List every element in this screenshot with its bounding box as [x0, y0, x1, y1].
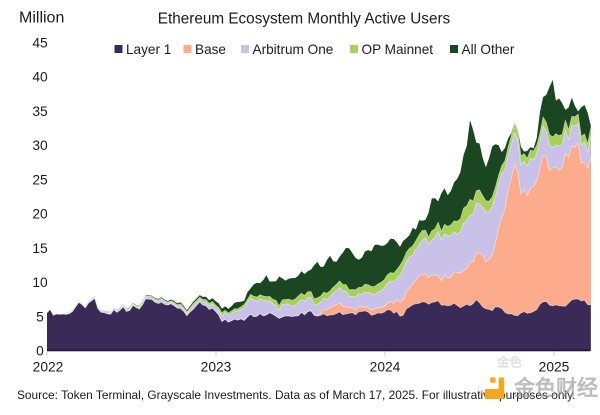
svg-text:30: 30: [32, 138, 48, 153]
svg-text:Source: Token Terminal, Graysc: Source: Token Terminal, Grayscale Invest…: [17, 388, 575, 402]
svg-text:35: 35: [32, 104, 48, 119]
svg-text:All Other: All Other: [462, 42, 515, 57]
svg-text:金色财经: 金色财经: [513, 376, 598, 400]
svg-text:2025: 2025: [539, 360, 570, 375]
svg-text:15: 15: [32, 241, 48, 256]
svg-text:45: 45: [32, 35, 48, 50]
svg-text:25: 25: [32, 172, 48, 187]
svg-text:Base: Base: [195, 42, 226, 57]
svg-text:2022: 2022: [33, 360, 64, 375]
svg-text:Arbitrum One: Arbitrum One: [253, 42, 334, 57]
svg-text:40: 40: [32, 70, 48, 85]
svg-text:Layer 1: Layer 1: [126, 42, 171, 57]
svg-text:Million: Million: [19, 10, 64, 27]
svg-text:2024: 2024: [370, 360, 401, 375]
svg-text:0: 0: [36, 344, 44, 359]
svg-text:OP Mainnet: OP Mainnet: [362, 42, 434, 57]
svg-text:金色: 金色: [496, 355, 523, 370]
svg-text:5: 5: [36, 309, 44, 324]
svg-text:20: 20: [32, 207, 48, 222]
svg-text:10: 10: [32, 275, 48, 290]
svg-text:2023: 2023: [201, 360, 232, 375]
svg-text:Ethereum Ecosystem Monthly Act: Ethereum Ecosystem Monthly Active Users: [158, 11, 451, 28]
